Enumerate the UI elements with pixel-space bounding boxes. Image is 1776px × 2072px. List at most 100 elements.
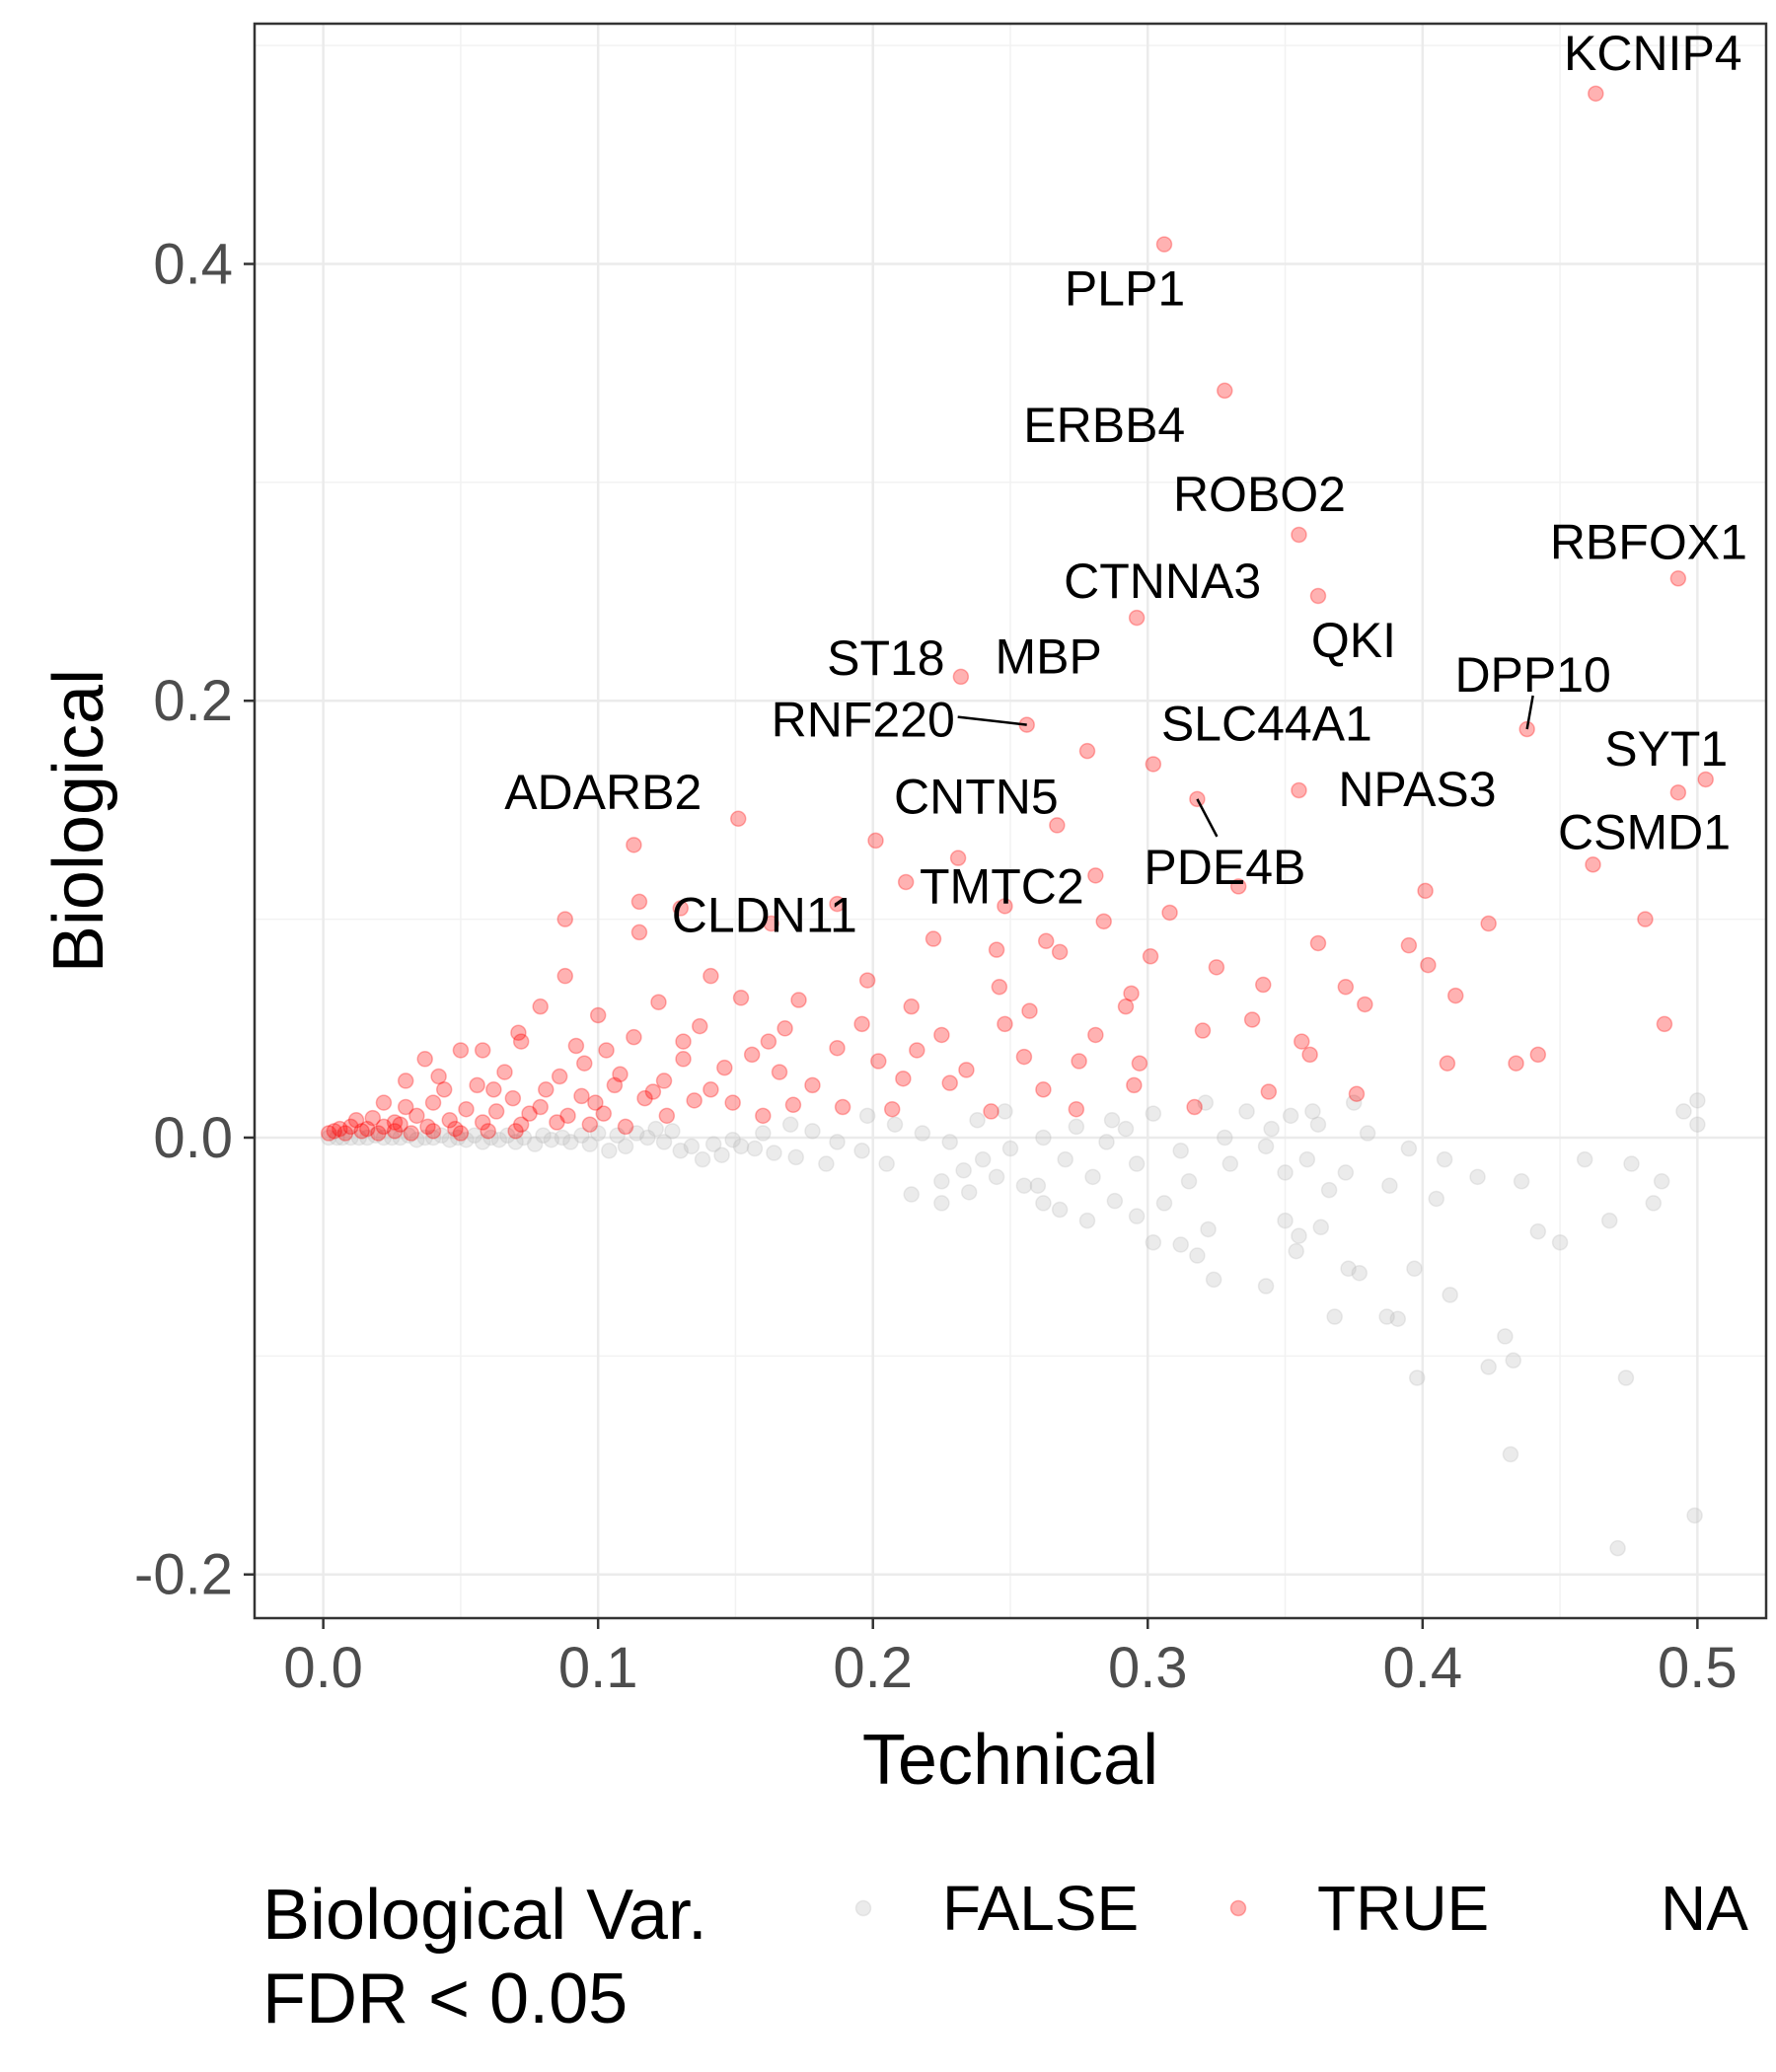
leader-line — [1525, 695, 1534, 730]
false-point — [1359, 1125, 1376, 1142]
true-point — [403, 1125, 420, 1142]
gene-label: PDE4B — [1144, 840, 1305, 895]
false-point — [449, 1129, 467, 1147]
leader-line — [957, 715, 1027, 726]
false-point — [1428, 1190, 1444, 1208]
false-point — [858, 1107, 876, 1125]
true-point — [716, 1059, 733, 1076]
true-point — [1446, 987, 1464, 1004]
gene-label: ST18 — [827, 630, 945, 686]
true-point — [430, 1068, 447, 1085]
true-point — [469, 1076, 485, 1094]
true-point — [452, 1042, 470, 1059]
true-point — [347, 1112, 365, 1129]
true-point — [538, 1081, 555, 1098]
true-point — [626, 837, 642, 853]
gene-label: PLP1 — [1065, 261, 1185, 317]
false-point — [1180, 1173, 1198, 1190]
false-point — [543, 1131, 560, 1148]
true-point — [895, 1070, 912, 1087]
gene-label: CLDN11 — [672, 888, 857, 943]
true-point — [576, 1055, 593, 1072]
legend-label-na: NA — [1661, 1873, 1748, 1944]
gene-label: DPP10 — [1454, 647, 1610, 703]
false-point — [1378, 1308, 1395, 1325]
false-point — [1257, 1138, 1275, 1155]
false-point — [655, 1134, 673, 1150]
false-point — [573, 1127, 590, 1145]
true-point — [397, 1098, 414, 1116]
true-point — [435, 1081, 453, 1098]
true-point — [853, 1015, 870, 1033]
false-point — [960, 1184, 978, 1201]
true-point — [1309, 934, 1327, 952]
false-point — [1128, 1208, 1146, 1224]
false-point — [781, 1116, 799, 1133]
false-point — [732, 1138, 750, 1155]
false-point — [818, 1155, 835, 1172]
false-point — [1502, 1445, 1519, 1463]
true-point — [447, 1120, 464, 1138]
true-point — [1529, 1046, 1547, 1064]
false-point — [474, 1134, 491, 1150]
true-point — [1037, 932, 1055, 950]
legend-title-line-2: FDR < 0.05 — [262, 1960, 628, 2038]
false-point — [350, 1129, 368, 1147]
x-axis-ticks: 0.0 0.1 0.2 0.3 0.4 0.5 — [283, 1618, 1738, 1700]
true-point — [703, 967, 719, 985]
false-point — [1326, 1308, 1343, 1325]
true-point — [1051, 943, 1069, 961]
true-point — [691, 1017, 708, 1035]
false-point — [1340, 1260, 1357, 1278]
true-point — [630, 893, 648, 911]
x-tick-label: 0.3 — [1108, 1636, 1188, 1700]
false-point — [562, 1134, 579, 1150]
true-point — [1260, 1083, 1278, 1100]
true-point — [1142, 947, 1159, 965]
true-point — [858, 972, 876, 989]
true-point — [1439, 1055, 1456, 1072]
false-point — [787, 1148, 804, 1166]
false-point — [1189, 1247, 1206, 1264]
true-point — [983, 1103, 999, 1120]
false-point — [1617, 1369, 1635, 1386]
false-point — [482, 1129, 499, 1147]
true-point — [606, 1076, 624, 1094]
false-point — [1068, 1118, 1085, 1136]
false-point — [829, 1134, 846, 1150]
false-point — [384, 1129, 401, 1147]
false-point — [1689, 1116, 1706, 1133]
true-point — [416, 1051, 433, 1068]
true-point — [336, 1125, 354, 1142]
legend-label-true: TRUE — [1317, 1873, 1489, 1944]
true-point — [549, 1114, 565, 1131]
false-point — [1408, 1369, 1426, 1386]
false-point — [704, 1136, 722, 1152]
false-point — [914, 1125, 931, 1142]
true-point — [386, 1114, 404, 1131]
true-point — [485, 1081, 502, 1098]
false-point — [1106, 1192, 1124, 1210]
false-point — [466, 1127, 483, 1145]
true-point — [532, 998, 549, 1015]
false-point — [1217, 1129, 1233, 1147]
true-point — [370, 1125, 387, 1142]
gene-label: ERBB4 — [1023, 398, 1185, 453]
true-point — [1123, 985, 1140, 1002]
false-point — [1128, 1155, 1146, 1172]
true-point — [1087, 1026, 1104, 1044]
false-point — [903, 1186, 920, 1203]
false-point — [1406, 1260, 1423, 1278]
true-point — [1357, 996, 1373, 1013]
legend-key-true — [1229, 1899, 1247, 1917]
false-point — [1609, 1539, 1626, 1557]
leader-line — [1196, 798, 1219, 838]
legend-key-false — [854, 1899, 872, 1917]
false-point — [490, 1131, 508, 1148]
x-tick-label: 0.1 — [558, 1636, 638, 1700]
true-point — [1071, 1053, 1087, 1070]
false-point — [1257, 1278, 1275, 1295]
false-point — [664, 1123, 681, 1140]
gene-label: CSMD1 — [1558, 804, 1731, 859]
false-point — [617, 1138, 634, 1155]
